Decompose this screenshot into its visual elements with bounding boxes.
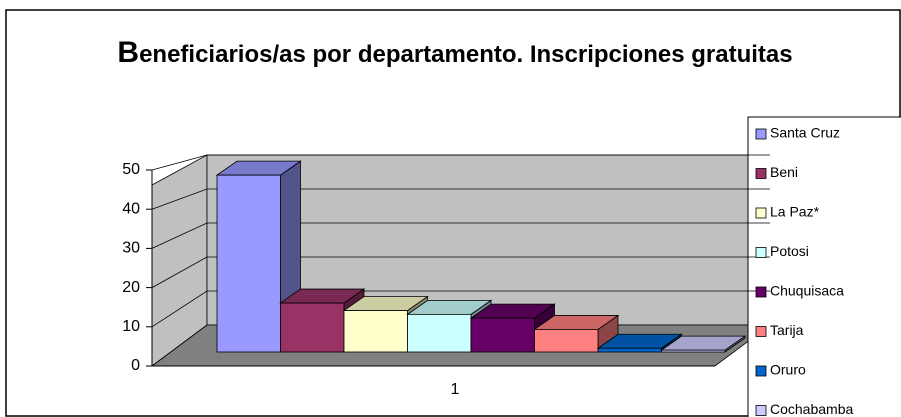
legend-label: Cochabamba	[770, 401, 853, 417]
legend-label: Chuquisaca	[770, 283, 844, 299]
y-tick-label: 20	[122, 279, 140, 296]
legend-swatch	[755, 365, 767, 377]
legend-label: Oruro	[770, 362, 806, 378]
legend-label: Potosi	[770, 243, 809, 259]
grid-line	[151, 188, 770, 210]
y-tick-label: 30	[122, 240, 140, 257]
y-tick-label: 40	[122, 200, 140, 217]
legend-label: Tarija	[770, 322, 804, 338]
legend-swatch	[755, 207, 767, 219]
y-tick-label: 50	[122, 161, 140, 178]
legend-box	[747, 116, 901, 417]
grid-line	[151, 256, 770, 288]
legend-swatch	[755, 405, 767, 416]
x-tick-label: 1	[451, 381, 460, 398]
legend-swatch	[755, 286, 767, 298]
grid-line	[151, 222, 770, 249]
legend-swatch	[755, 128, 767, 140]
bar	[343, 310, 408, 353]
bar	[597, 347, 662, 353]
legend-label: Beni	[770, 164, 798, 180]
legend-label: La Paz*	[770, 204, 820, 220]
legend-swatch	[755, 168, 767, 179]
bar	[280, 302, 345, 353]
bar	[216, 174, 281, 353]
legend-label: Santa Cruz	[770, 125, 840, 141]
bar	[470, 317, 535, 353]
y-tick-label: 10	[122, 318, 140, 335]
legend-swatch	[755, 247, 767, 258]
bar	[661, 349, 726, 353]
bar	[407, 313, 472, 353]
grid-line	[151, 154, 770, 171]
bar	[534, 329, 599, 353]
chart-title: Beneficiarios/as por departamento. Inscr…	[117, 36, 793, 69]
grid-line	[151, 290, 770, 328]
legend-swatch	[755, 326, 767, 337]
y-tick-label: 0	[131, 357, 140, 374]
